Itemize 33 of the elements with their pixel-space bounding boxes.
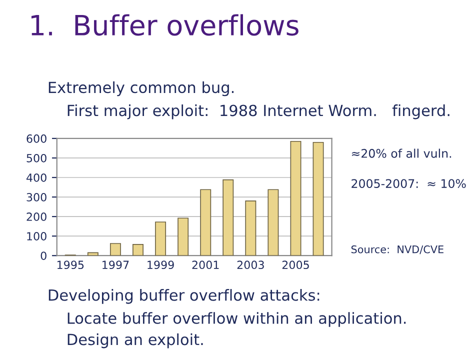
y-tick-label: 600 (26, 134, 46, 143)
text: Locate buffer overflow within an application. (68, 312, 406, 327)
bar (132, 244, 144, 256)
y-tick-label: 100 (27, 232, 46, 240)
text: Developing buffer overflow attacks: (48, 289, 320, 304)
x-tick-label: 1997 (102, 260, 129, 270)
x-tick-label: 2001 (192, 260, 219, 270)
text: ≈20% of all vuln. (352, 148, 452, 158)
x-tick-label: 2003 (237, 260, 264, 270)
y-tick-label: 0 (40, 252, 46, 260)
bar (110, 243, 121, 256)
text: 2005-2007: ≈ 10% (352, 179, 466, 188)
bar (245, 200, 256, 256)
y-tick-label: 300 (26, 193, 46, 202)
bar (222, 179, 234, 256)
text: Design an exploit. (68, 333, 203, 348)
text: First major exploit: 1988 Internet Worm. fingerd. (68, 104, 450, 120)
bar (178, 218, 189, 256)
y-tick-label: 200 (26, 212, 46, 221)
bar (312, 142, 324, 256)
chart-title: 1. Buffer overflows (31, 14, 298, 36)
y-tick-label: 400 (26, 173, 46, 182)
bar (290, 140, 302, 256)
x-tick-label: 1995 (57, 260, 84, 270)
source-note: Source: NVD/CVE (351, 245, 444, 254)
bar (87, 252, 98, 256)
text: Extremely common bug. (48, 81, 234, 96)
x-tick-label: 2005 (282, 260, 309, 270)
y-tick-label: 500 (26, 154, 46, 162)
bar (200, 189, 212, 256)
bar (268, 189, 279, 256)
bar (155, 222, 166, 256)
x-tick-label: 1999 (148, 260, 174, 270)
